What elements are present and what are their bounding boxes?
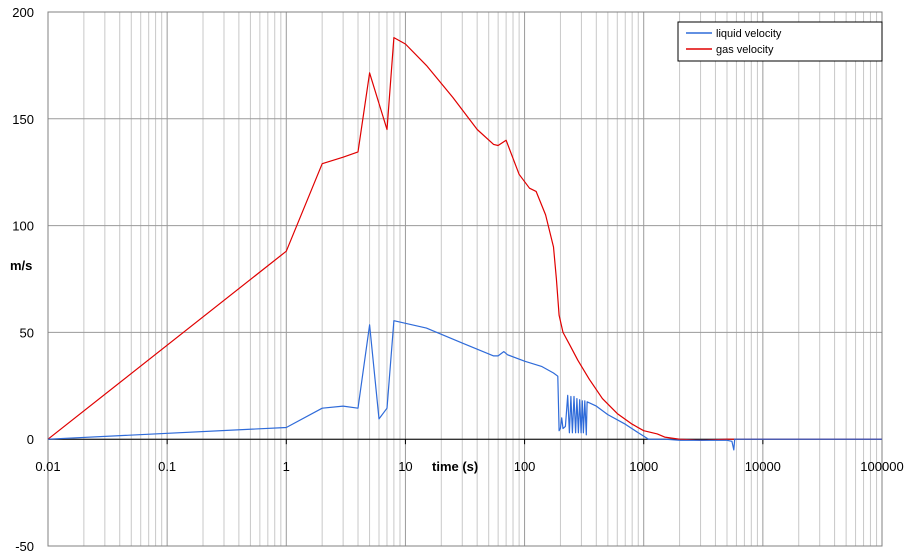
x-axis-tick-labels: 0.01 0.1 1 10 100 1000 10000 100000 <box>35 459 903 474</box>
y-tick-label: 0 <box>27 432 34 447</box>
x-tick-label: 1 <box>283 459 290 474</box>
legend: liquid velocity gas velocity <box>677 21 883 62</box>
y-axis-title: m/s <box>10 258 32 273</box>
plot-area <box>48 12 882 546</box>
x-tick-label: 100 <box>514 459 536 474</box>
x-tick-label: 10 <box>398 459 412 474</box>
x-tick-label: 0.1 <box>158 459 176 474</box>
legend-items: liquid velocity gas velocity <box>686 28 782 56</box>
legend-label: gas velocity <box>716 44 774 56</box>
series-lines <box>47 36 882 451</box>
legend-box <box>677 21 883 62</box>
y-axis-tick-labels: -50 0 50 100 150 200 <box>12 5 34 554</box>
x-tick-label: 100000 <box>860 459 903 474</box>
legend-label: liquid velocity <box>716 28 782 40</box>
x-tick-label: 0.01 <box>35 459 60 474</box>
grid <box>47 11 882 547</box>
x-tick-label: 1000 <box>629 459 658 474</box>
y-tick-label: 150 <box>12 112 34 127</box>
x-tick-label: 10000 <box>745 459 781 474</box>
y-tick-label: -50 <box>15 539 34 554</box>
y-tick-label: 50 <box>20 325 34 340</box>
series-line-gas-velocity <box>47 36 882 441</box>
plot-border <box>47 11 883 547</box>
y-tick-label: 200 <box>12 5 34 20</box>
y-tick-label: 100 <box>12 219 34 234</box>
series-line-liquid-velocity <box>47 320 882 451</box>
x-axis-title: time (s) <box>432 459 478 474</box>
